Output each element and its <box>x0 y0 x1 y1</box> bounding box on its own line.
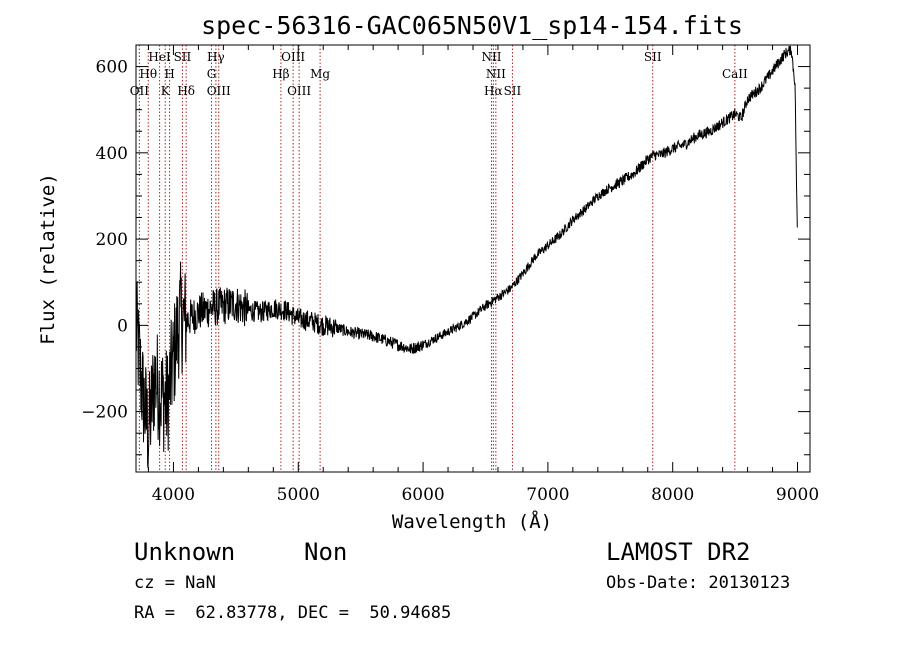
line-marker-label: OII <box>130 84 150 98</box>
redshift-cz: cz = NaN <box>134 573 216 593</box>
line-marker-label: OIII <box>287 84 311 98</box>
line-marker-label: SII <box>644 50 662 64</box>
line-marker-label: K <box>161 84 171 98</box>
line-marker-label: CaII <box>722 67 748 81</box>
coordinates: RA = 62.83778, DEC = 50.94685 <box>134 603 452 623</box>
plot-frame <box>135 44 811 473</box>
line-marker-label: Hδ <box>177 84 195 98</box>
x-tick-label: 5000 <box>277 485 320 505</box>
line-marker-label: Hγ <box>207 50 225 64</box>
line-marker-label: SII <box>174 50 192 64</box>
y-axis: −200 0 200 400 600 <box>81 58 810 456</box>
survey-name: LAMOST DR2 <box>606 538 751 566</box>
y-axis-label: Flux (relative) <box>37 173 59 345</box>
object-subclass: Non <box>304 538 348 566</box>
line-marker-label: Hα <box>484 84 503 98</box>
spectrum-series <box>135 45 798 469</box>
line-marker-label: SII <box>504 84 522 98</box>
y-tick-label: −200 <box>81 403 128 423</box>
line-marker-label: OIII <box>281 50 305 64</box>
chart-title: spec-56316-GAC065N50V1_sp14-154.fits <box>201 11 743 40</box>
line-marker-label: NII <box>486 67 506 81</box>
object-class: Unknown <box>134 538 236 566</box>
x-tick-label: 6000 <box>401 485 444 505</box>
line-marker-label: Hβ <box>272 67 289 81</box>
line-marker-label: Mg <box>310 67 330 81</box>
y-tick-label: 600 <box>96 58 128 78</box>
emission-line-markers: OIIHθHeIKHSIIHδHγGOIIIHβOIIIOIIIMgNIINII… <box>130 45 748 472</box>
line-marker-label: HeI <box>148 50 171 64</box>
x-tick-label: 4000 <box>152 485 195 505</box>
line-marker-label: Hθ <box>139 67 157 81</box>
line-marker-label: NII <box>481 50 501 64</box>
x-axis-label: Wavelength (Å) <box>392 510 552 533</box>
observation-date: Obs-Date: 20130123 <box>606 573 791 593</box>
x-tick-label: 8000 <box>651 485 694 505</box>
y-tick-label: 200 <box>96 230 128 250</box>
y-tick-label: 400 <box>96 144 128 164</box>
x-axis: 4000 5000 6000 7000 8000 9000 <box>147 45 819 505</box>
x-tick-label: 9000 <box>776 485 819 505</box>
y-tick-label: 0 <box>117 316 128 336</box>
line-marker-label: H <box>164 67 174 81</box>
line-marker-label: OIII <box>207 84 231 98</box>
x-tick-label: 7000 <box>526 485 569 505</box>
line-marker-label: G <box>207 67 217 81</box>
spectrum-line <box>135 45 798 469</box>
